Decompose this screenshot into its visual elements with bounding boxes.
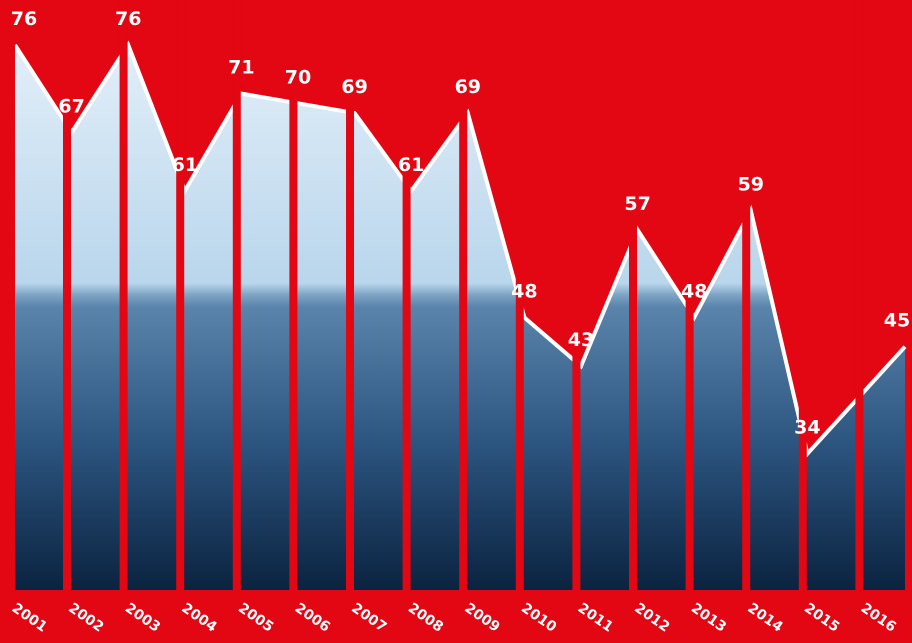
edge: [0, 0, 15, 643]
value-label: 48: [511, 280, 537, 302]
strip-gap: [855, 0, 864, 592]
value-label: 70: [285, 66, 311, 88]
strip-gap: [232, 0, 241, 592]
value-label: 48: [681, 280, 707, 302]
strip-gap: [402, 0, 411, 592]
value-label: 71: [228, 57, 254, 79]
value-label: 76: [115, 8, 141, 30]
value-label: 67: [58, 96, 84, 118]
value-label: 61: [398, 154, 424, 176]
strip-gap: [572, 0, 581, 592]
strip-gap: [289, 0, 298, 592]
value-label: 45: [884, 310, 910, 332]
value-label: 57: [624, 193, 650, 215]
strip-gap: [346, 0, 354, 592]
strip-gap: [459, 0, 468, 592]
value-label: 43: [568, 329, 594, 351]
strip-gap: [515, 0, 524, 592]
strip-gap: [119, 0, 128, 592]
strip-gap: [742, 0, 751, 592]
strip-gap: [685, 0, 694, 592]
value-label: 69: [341, 76, 367, 98]
strip-gap: [798, 0, 807, 592]
value-label: 69: [455, 76, 481, 98]
strip-gap: [629, 0, 637, 592]
value-label: 34: [794, 417, 820, 439]
bottom-edge: [0, 591, 912, 643]
value-label: 61: [172, 154, 198, 176]
line: [13, 40, 907, 458]
strip-gap: [63, 0, 71, 592]
value-label: 76: [11, 8, 37, 30]
value-label: 59: [738, 173, 764, 195]
strip-gap: [176, 0, 185, 592]
